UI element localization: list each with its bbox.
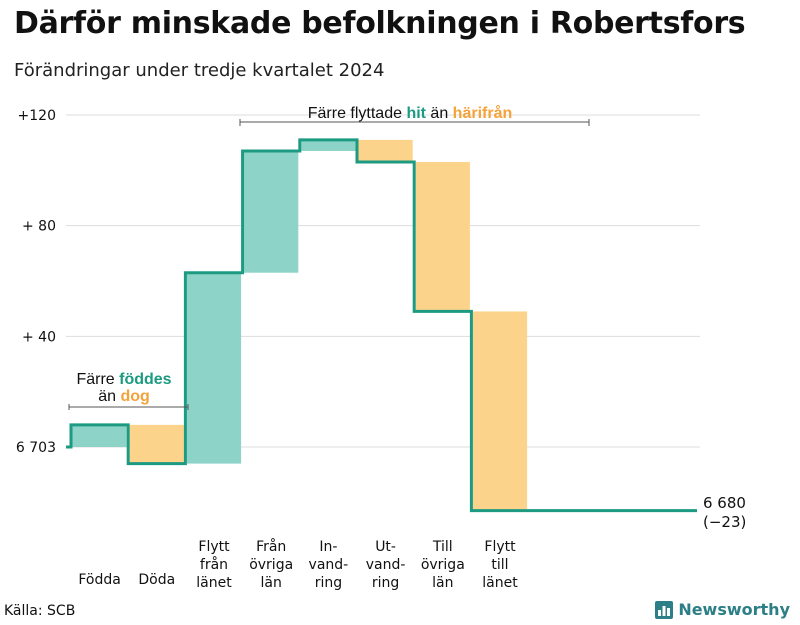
category-label: län — [261, 575, 282, 591]
bar-chart-icon — [655, 600, 674, 619]
cumulative-step-line — [66, 138, 697, 513]
waterfall-bar — [472, 311, 528, 511]
waterfall-bar — [186, 272, 242, 464]
grid-lines — [66, 114, 700, 448]
category-label: vand- — [366, 557, 406, 573]
y-tick-label: 6 703 — [16, 440, 56, 456]
category-label: ring — [315, 575, 342, 591]
category-label: länet — [482, 575, 518, 591]
category-label: In- — [319, 539, 337, 555]
waterfall-bar — [301, 139, 356, 151]
waterfall-bar — [244, 150, 299, 273]
chart-subtitle: Förändringar under tredje kvartalet 2024 — [14, 60, 385, 81]
annotation-births: Färre föddes än dog — [68, 371, 189, 410]
y-tick-label: +120 — [18, 108, 56, 124]
y-tick-label: + 80 — [22, 219, 56, 235]
bars — [72, 139, 528, 511]
chart-title: Därför minskade befolkningen i Robertsfo… — [14, 6, 746, 41]
y-axis-ticks: +120 + 80 + 40 6 703 — [16, 108, 56, 456]
end-label: 6 680 (−23) — [703, 494, 746, 531]
category-label: Döda — [138, 572, 175, 588]
category-label: ring — [372, 575, 399, 591]
source-note: Källa: SCB — [4, 603, 76, 619]
annotation-births-line1: Färre föddes — [76, 371, 171, 388]
category-label: Flytt — [484, 539, 516, 555]
waterfall-bar — [72, 424, 127, 447]
category-label: Från — [256, 538, 286, 555]
brand-name: Newsworthy — [678, 600, 790, 619]
annotation-moves-text: Färre flyttade hit än härifrån — [308, 104, 513, 122]
category-label: övriga — [421, 557, 465, 573]
category-label: Ut- — [375, 539, 396, 555]
annotation-births-line2: än dog — [98, 388, 150, 405]
end-value-label: 6 680 — [703, 494, 746, 512]
category-label: Födda — [78, 572, 120, 588]
category-label: till — [491, 557, 508, 573]
annotation-births-bracket — [68, 404, 189, 410]
category-label: vand- — [309, 557, 349, 573]
waterfall-bar — [415, 162, 470, 312]
waterfall-bar — [129, 424, 184, 464]
annotation-moves: Färre flyttade hit än härifrån — [239, 104, 590, 126]
annotation-moves-bracket — [239, 119, 590, 126]
category-label: län — [432, 575, 453, 591]
category-label: Flytt — [198, 539, 230, 555]
category-label: från — [200, 556, 228, 573]
y-tick-label: + 40 — [22, 329, 56, 345]
category-label: länet — [196, 575, 232, 591]
brand-logo: Newsworthy — [655, 600, 790, 619]
category-labels: Födda DödaFlyttfrånlänetFrånövrigalänIn-v… — [78, 538, 518, 591]
category-label: övriga — [249, 557, 293, 573]
end-change-label: (−23) — [703, 513, 746, 531]
waterfall-bar — [358, 139, 413, 163]
category-label: Till — [432, 539, 453, 555]
